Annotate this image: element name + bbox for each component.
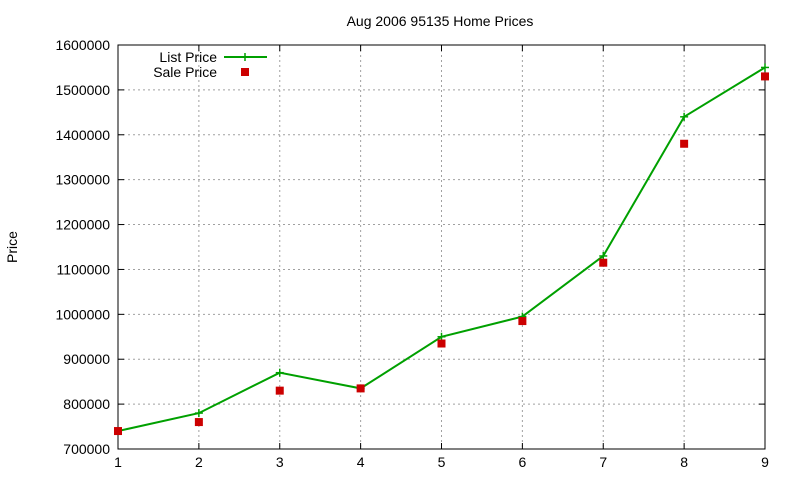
y-axis-label: Price <box>4 231 20 263</box>
data-point <box>356 384 365 393</box>
data-point <box>275 386 284 395</box>
y-tick-label: 1500000 <box>55 82 110 98</box>
y-tick-label: 800000 <box>63 396 110 412</box>
data-point <box>114 427 122 436</box>
data-point <box>761 63 769 72</box>
data-point <box>437 332 446 341</box>
x-tick-label: 6 <box>518 454 526 470</box>
series-1 <box>114 72 769 436</box>
y-tick-label: 700000 <box>63 441 110 457</box>
data-point <box>680 139 689 148</box>
data-point <box>761 72 769 81</box>
plot-frame <box>117 44 766 450</box>
data-point <box>599 251 608 260</box>
x-tick-label: 4 <box>357 454 365 470</box>
y-tick-label: 1400000 <box>55 127 110 143</box>
chart-title: Aug 2006 95135 Home Prices <box>347 13 534 29</box>
x-tick-label: 2 <box>195 454 203 470</box>
y-tick-label: 1200000 <box>55 217 110 233</box>
legend-label: Sale Price <box>153 64 217 80</box>
tick-layer: 700000 800000 900000 1000000 1100000 1200000 1… <box>55 37 769 470</box>
legend-marker <box>241 68 249 76</box>
series-0 <box>114 63 769 436</box>
x-tick-label: 5 <box>438 454 446 470</box>
y-tick-label: 900000 <box>63 351 110 367</box>
data-point <box>680 112 689 121</box>
x-tick-label: 3 <box>276 454 284 470</box>
y-tick-label: 1100000 <box>57 261 111 277</box>
data-point <box>599 258 608 267</box>
legend-label: List Price <box>159 49 217 65</box>
grid-layer <box>118 45 765 449</box>
data-point <box>437 339 446 348</box>
x-tick-label: 7 <box>599 454 607 470</box>
x-tick-label: 1 <box>114 454 122 470</box>
data-point <box>275 368 284 377</box>
x-tick-label: 8 <box>680 454 688 470</box>
y-tick-label: 1000000 <box>55 306 110 322</box>
data-point <box>194 409 203 418</box>
x-tick-label: 9 <box>761 454 769 470</box>
series-layer <box>114 63 769 436</box>
data-point <box>518 317 527 326</box>
y-tick-label: 1300000 <box>55 172 110 188</box>
legend-marker <box>241 53 249 61</box>
data-point <box>194 418 203 427</box>
y-tick-label: 1600000 <box>55 37 110 53</box>
